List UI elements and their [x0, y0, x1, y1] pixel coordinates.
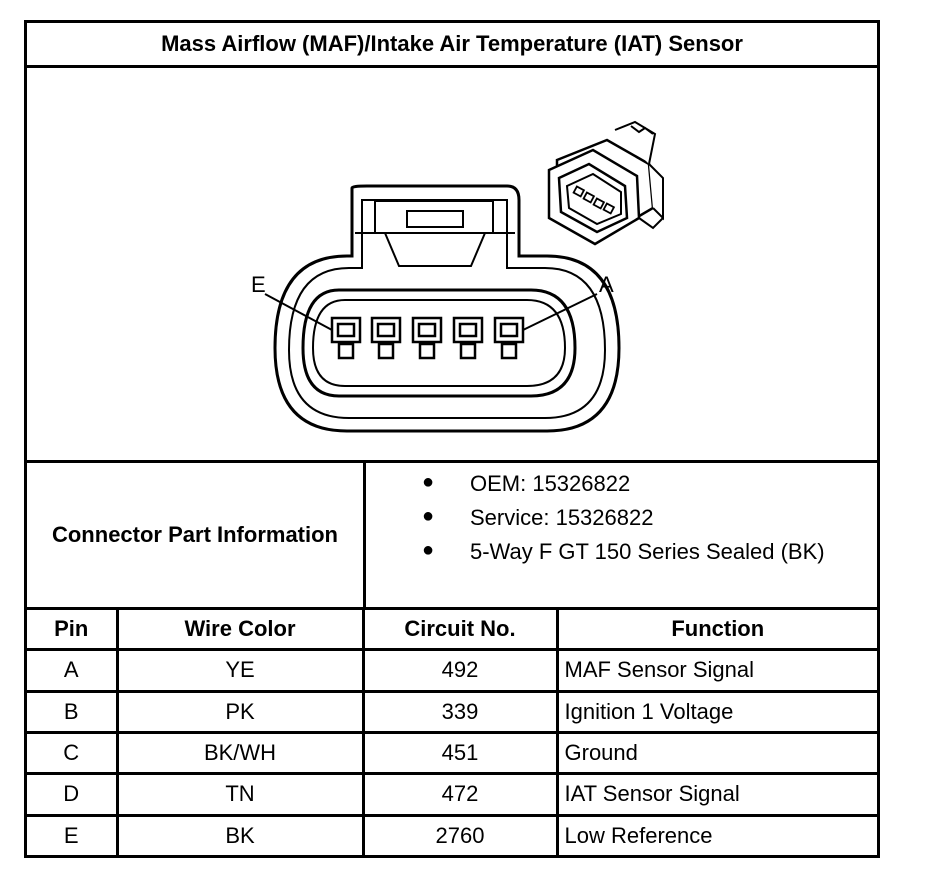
- info-description: 5-Way F GT 150 Series Sealed (BK): [470, 539, 825, 564]
- table-header-row: Pin Wire Color Circuit No. Function: [27, 610, 877, 652]
- table-row: E BK 2760 Low Reference: [27, 813, 877, 855]
- cell-pin: B: [27, 689, 119, 734]
- connector-info-label: Connector Part Information: [27, 463, 366, 610]
- bullet-icon: ●: [422, 539, 435, 561]
- info-oem: OEM: 15326822: [470, 471, 631, 496]
- cell-pin: A: [27, 648, 119, 693]
- pin-cavity-c: [411, 316, 443, 360]
- info-service: Service: 15326822: [470, 505, 654, 530]
- cell-pin: E: [27, 813, 119, 855]
- header-wire-color: Wire Color: [115, 610, 365, 652]
- table-row: D TN 472 IAT Sensor Signal: [27, 772, 877, 817]
- pin-cavity-b: [452, 316, 484, 360]
- cell-circuit: 339: [361, 689, 559, 734]
- pin-cavity-d: [370, 316, 402, 360]
- cell-function: Low Reference: [555, 813, 877, 855]
- cell-wire-color: BK: [115, 813, 365, 855]
- cell-circuit: 2760: [361, 813, 559, 855]
- cell-circuit: 492: [361, 648, 559, 693]
- cell-wire-color: TN: [115, 772, 365, 817]
- cell-circuit: 451: [361, 730, 559, 776]
- leader-line-e: [264, 293, 333, 331]
- cell-function: Ignition 1 Voltage: [555, 689, 877, 734]
- connector-thumbnail: [547, 120, 664, 246]
- table-row: A YE 492 MAF Sensor Signal: [27, 648, 877, 693]
- cell-function: MAF Sensor Signal: [555, 648, 877, 693]
- cell-wire-color: BK/WH: [115, 730, 365, 776]
- cell-function: Ground: [555, 730, 877, 776]
- pin-cavity-a: [493, 316, 525, 360]
- bullet-icon: ●: [422, 471, 435, 493]
- connector-info-list: ● OEM: 15326822 ● Service: 15326822 ● 5-…: [366, 463, 877, 610]
- cell-circuit: 472: [361, 772, 559, 817]
- leader-line-a: [522, 293, 598, 331]
- cell-pin: D: [27, 772, 119, 817]
- cell-wire-color: PK: [115, 689, 365, 734]
- pin-cavity-e: [330, 316, 362, 360]
- connector-diagram: E A: [27, 68, 877, 463]
- table-row: C BK/WH 451 Ground: [27, 730, 877, 776]
- connector-face: [273, 184, 621, 433]
- pin-label-a: A: [599, 272, 614, 297]
- header-function: Function: [555, 610, 877, 652]
- cell-function: IAT Sensor Signal: [555, 772, 877, 817]
- pin-table: Pin Wire Color Circuit No. Function A YE…: [27, 610, 877, 855]
- cell-pin: C: [27, 730, 119, 776]
- cell-wire-color: YE: [115, 648, 365, 693]
- bullet-icon: ●: [422, 505, 435, 527]
- connector-sheet: Mass Airflow (MAF)/Intake Air Temperatur…: [24, 20, 880, 858]
- header-circuit-no: Circuit No.: [361, 610, 559, 652]
- connector-face-drawing: E A: [251, 120, 664, 433]
- header-pin: Pin: [27, 610, 119, 652]
- pin-label-e: E: [251, 272, 266, 297]
- sheet-title: Mass Airflow (MAF)/Intake Air Temperatur…: [27, 23, 877, 68]
- table-row: B PK 339 Ignition 1 Voltage: [27, 689, 877, 734]
- pin-cavities: [330, 316, 525, 360]
